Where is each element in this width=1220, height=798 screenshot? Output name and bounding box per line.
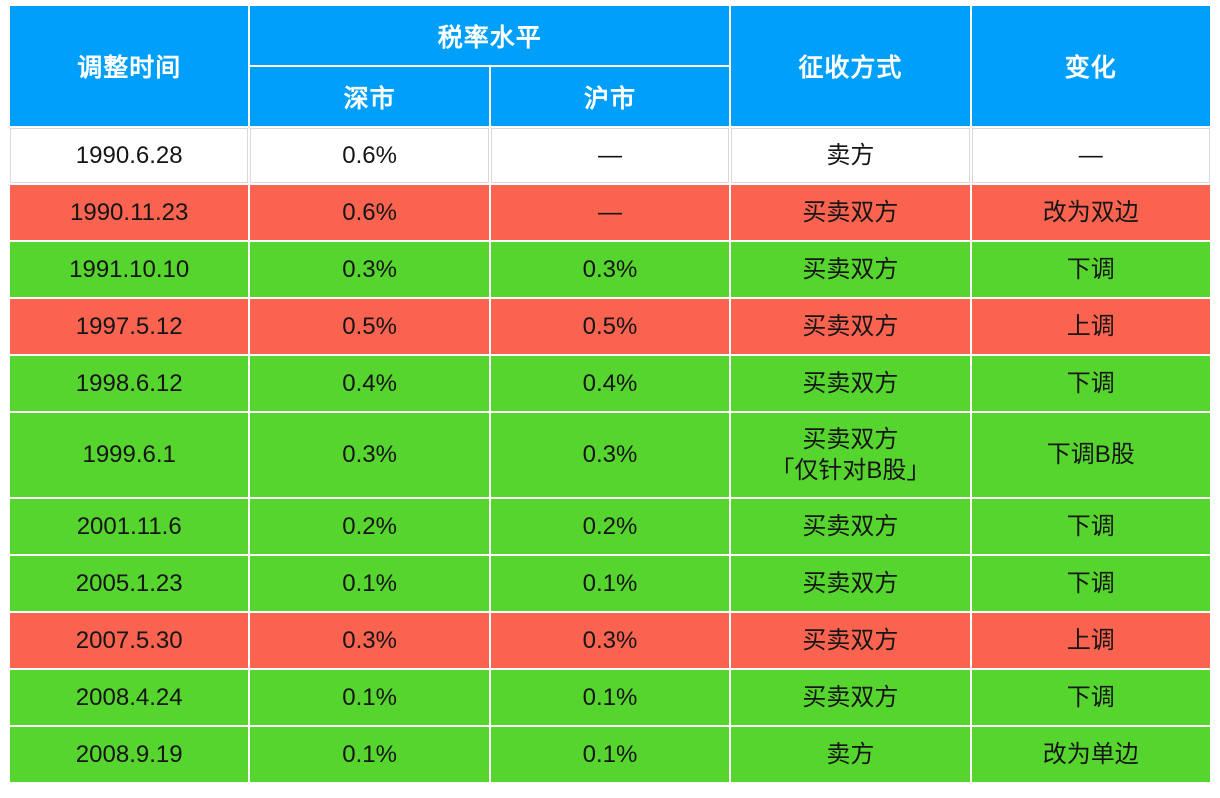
cell-collection-method: 买卖双方 <box>731 185 970 240</box>
cell-adjust-date: 1997.5.12 <box>10 299 249 354</box>
cell-change: 改为单边 <box>971 727 1210 782</box>
cell-shanghai-rate: 0.5% <box>490 299 730 354</box>
cell-collection-method: 买卖双方 <box>731 499 970 554</box>
table-row: 2008.9.19 0.1% 0.1% 卖方 改为单边 <box>10 727 1210 782</box>
header-tax-level-group: 税率水平 <box>250 6 730 65</box>
cell-shanghai-rate: 0.1% <box>490 556 730 611</box>
cell-change: 下调 <box>971 356 1210 411</box>
header-change: 变化 <box>971 6 1210 126</box>
cell-adjust-date: 2008.9.19 <box>10 727 249 782</box>
cell-shanghai-rate: 0.3% <box>490 242 730 297</box>
table-row: 1990.6.28 0.6% — 卖方 — <box>10 128 1210 183</box>
header-shanghai-market: 沪市 <box>490 67 730 126</box>
cell-shanghai-rate: 0.3% <box>490 413 730 497</box>
cell-collection-method: 卖方 <box>731 128 970 183</box>
cell-change: 改为双边 <box>971 185 1210 240</box>
cell-shenzhen-rate: 0.4% <box>250 356 489 411</box>
cell-shenzhen-rate: 0.6% <box>250 185 489 240</box>
cell-shanghai-rate: 0.2% <box>490 499 730 554</box>
cell-adjust-date: 2008.4.24 <box>10 670 249 725</box>
table-row: 2001.11.6 0.2% 0.2% 买卖双方 下调 <box>10 499 1210 554</box>
cell-adjust-date: 1998.6.12 <box>10 356 249 411</box>
cell-shanghai-rate: 0.3% <box>490 613 730 668</box>
cell-change: 上调 <box>971 299 1210 354</box>
cell-shenzhen-rate: 0.2% <box>250 499 489 554</box>
cell-change: 下调 <box>971 556 1210 611</box>
cell-adjust-date: 2005.1.23 <box>10 556 249 611</box>
table-row: 1999.6.1 0.3% 0.3% 买卖双方 「仅针对B股」 下调B股 <box>10 413 1210 497</box>
cell-collection-method: 买卖双方 <box>731 556 970 611</box>
cell-collection-method: 买卖双方 <box>731 299 970 354</box>
cell-collection-method: 买卖双方 <box>731 242 970 297</box>
cell-change: 上调 <box>971 613 1210 668</box>
table-body: 1990.6.28 0.6% — 卖方 —1990.11.23 0.6% — 买卖双方 改为双边… <box>10 128 1210 782</box>
table-row: 2005.1.23 0.1% 0.1% 买卖双方 下调 <box>10 556 1210 611</box>
cell-shanghai-rate: — <box>490 185 730 240</box>
table-row: 1990.11.23 0.6% — 买卖双方 改为双边 <box>10 185 1210 240</box>
cell-change: 下调 <box>971 670 1210 725</box>
cell-shenzhen-rate: 0.6% <box>250 128 489 183</box>
cell-collection-method: 买卖双方 <box>731 670 970 725</box>
cell-change: — <box>971 128 1210 183</box>
cell-adjust-date: 1991.10.10 <box>10 242 249 297</box>
table-row: 2007.5.30 0.3% 0.3% 买卖双方 上调 <box>10 613 1210 668</box>
cell-shanghai-rate: 0.4% <box>490 356 730 411</box>
cell-shenzhen-rate: 0.1% <box>250 670 489 725</box>
cell-method-note: 「仅针对B股」 <box>770 457 931 484</box>
cell-shanghai-rate: — <box>490 128 730 183</box>
table-row: 1997.5.12 0.5% 0.5% 买卖双方 上调 <box>10 299 1210 354</box>
cell-adjust-date: 1990.6.28 <box>10 128 249 183</box>
table-row: 1998.6.12 0.4% 0.4% 买卖双方 下调 <box>10 356 1210 411</box>
cell-change: 下调 <box>971 242 1210 297</box>
cell-collection-method: 买卖双方 「仅针对B股」 <box>731 413 970 497</box>
cell-adjust-date: 1999.6.1 <box>10 413 249 497</box>
cell-adjust-date: 2007.5.30 <box>10 613 249 668</box>
cell-shenzhen-rate: 0.1% <box>250 727 489 782</box>
cell-shenzhen-rate: 0.1% <box>250 556 489 611</box>
cell-shenzhen-rate: 0.3% <box>250 242 489 297</box>
cell-adjust-date: 1990.11.23 <box>10 185 249 240</box>
table-header: 调整时间 税率水平 征收方式 变化 深市 沪市 <box>10 6 1210 126</box>
cell-collection-method: 买卖双方 <box>731 613 970 668</box>
header-adjust-time: 调整时间 <box>10 6 249 126</box>
table-row: 2008.4.24 0.1% 0.1% 买卖双方 下调 <box>10 670 1210 725</box>
table-row: 1991.10.10 0.3% 0.3% 买卖双方 下调 <box>10 242 1210 297</box>
cell-change: 下调 <box>971 499 1210 554</box>
header-shenzhen-market: 深市 <box>250 67 489 126</box>
cell-shenzhen-rate: 0.5% <box>250 299 489 354</box>
cell-shenzhen-rate: 0.3% <box>250 413 489 497</box>
cell-collection-method: 买卖双方 <box>731 356 970 411</box>
cell-change: 下调B股 <box>971 413 1210 497</box>
cell-shenzhen-rate: 0.3% <box>250 613 489 668</box>
header-collection-method: 征收方式 <box>731 6 970 126</box>
cell-shanghai-rate: 0.1% <box>490 727 730 782</box>
cell-shanghai-rate: 0.1% <box>490 670 730 725</box>
tax-rate-table: 调整时间 税率水平 征收方式 变化 深市 沪市 1990.6.28 0.6% — 卖方… <box>8 4 1212 784</box>
cell-collection-method: 卖方 <box>731 727 970 782</box>
cell-adjust-date: 2001.11.6 <box>10 499 249 554</box>
